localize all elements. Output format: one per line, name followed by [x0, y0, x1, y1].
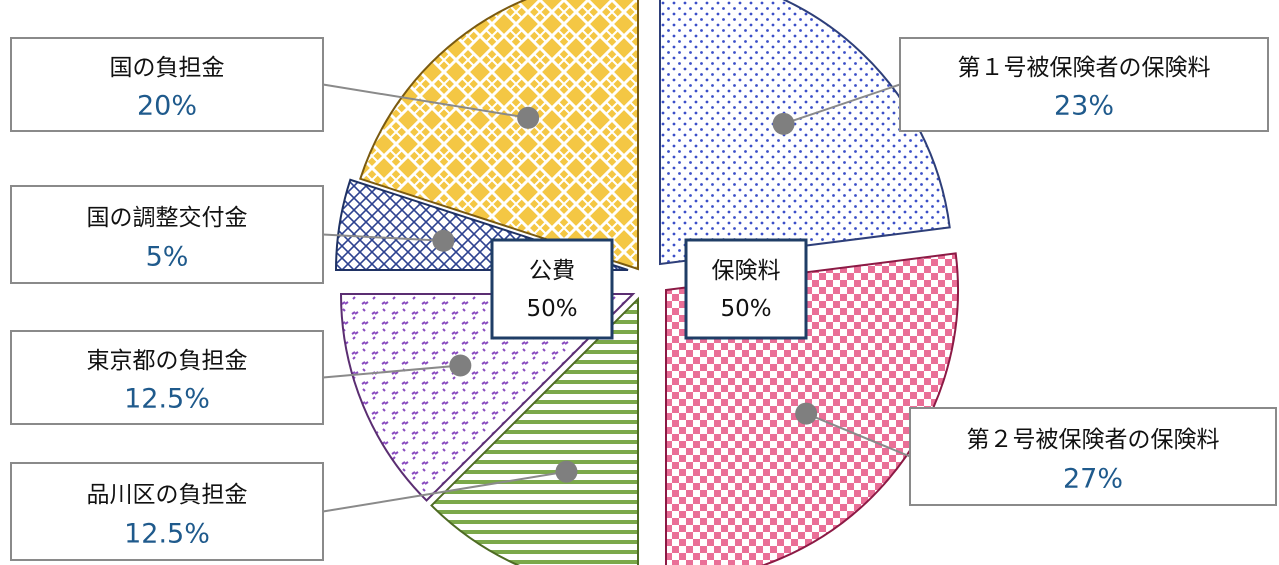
leader-line-s5: [322, 233, 444, 242]
label-box-s6: [10, 37, 324, 132]
leader-line-s4: [322, 364, 461, 379]
slice-marker-s5: [432, 229, 455, 252]
pie-slice-s6: [359, 0, 639, 271]
slice-marker-s4: [449, 354, 472, 377]
leader-line-s3: [322, 470, 567, 513]
leader-line-s2: [805, 412, 911, 458]
label-box-s1: [899, 37, 1269, 132]
slice-label-s3: 品川区の負担金: [87, 482, 248, 508]
slice-marker-s6: [517, 106, 540, 129]
group-value-public: 50%: [526, 296, 577, 322]
slice-label-s6: 国の負担金: [110, 55, 225, 81]
slice-value-s4: 12.5%: [124, 383, 210, 414]
leader-line-s1: [783, 83, 901, 125]
slice-label-s2: 第２号被保険者の保険料: [967, 427, 1220, 453]
group-value-premium: 50%: [720, 296, 771, 322]
group-box-public: [490, 238, 614, 340]
slice-value-s2: 27%: [1063, 464, 1123, 495]
pie-slice-s1: [659, 0, 951, 266]
label-box-s3: [10, 462, 324, 561]
pie-slice-s3: [430, 296, 639, 565]
slice-value-s3: 12.5%: [124, 519, 210, 550]
group-box-premium: [684, 238, 808, 340]
slice-label-s5: 国の調整交付金: [87, 205, 248, 231]
slice-marker-s1: [772, 112, 795, 135]
slice-value-s1: 23%: [1054, 90, 1114, 121]
slice-label-s1: 第１号被保険者の保険料: [958, 55, 1211, 81]
slice-label-s4: 東京都の負担金: [87, 348, 248, 374]
label-box-s4: [10, 330, 324, 425]
leader-line-s6: [322, 83, 529, 119]
slice-marker-s3: [555, 460, 578, 483]
slice-value-s6: 20%: [137, 90, 197, 121]
label-box-s5: [10, 185, 324, 284]
label-box-s2: [909, 407, 1277, 506]
group-label-public: 公費: [529, 258, 575, 284]
group-label-premium: 保険料: [712, 258, 781, 284]
slice-value-s5: 5%: [146, 242, 189, 273]
slice-marker-s2: [795, 402, 818, 425]
pie-slice-s4: [339, 293, 636, 502]
